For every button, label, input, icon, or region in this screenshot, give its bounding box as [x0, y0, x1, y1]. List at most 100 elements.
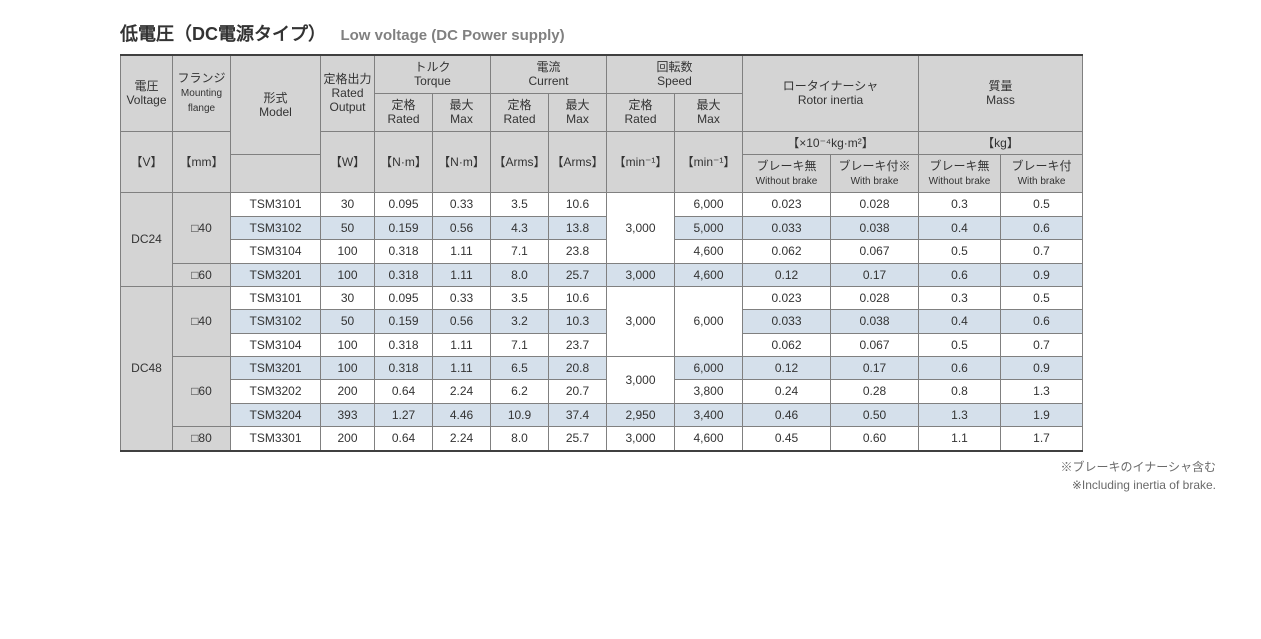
cell-speed-max: 5,000 — [675, 216, 743, 239]
cell-torque-rated: 0.318 — [375, 357, 433, 380]
cell-model: TSM3101 — [231, 286, 321, 309]
hdr-current-max: 最大Max — [549, 93, 607, 131]
cell-inertia-nobrake: 0.45 — [743, 427, 831, 451]
cell-torque-rated: 0.095 — [375, 193, 433, 216]
spec-table: 電圧Voltage フランジMounting flange 形式Model 定格… — [120, 54, 1083, 452]
cell-mass-nobrake: 1.3 — [919, 403, 1001, 426]
cell-torque-max: 4.46 — [433, 403, 491, 426]
hdr-mass-brake: ブレーキ付With brake — [1001, 154, 1083, 192]
cell-output: 393 — [321, 403, 375, 426]
footnote: ※ブレーキのイナーシャ含む ※Including inertia of brak… — [120, 458, 1216, 494]
cell-inertia-brake: 0.038 — [831, 216, 919, 239]
cell-mass-nobrake: 0.4 — [919, 310, 1001, 333]
cell-speed-max: 6,000 — [675, 286, 743, 356]
cell-inertia-brake: 0.067 — [831, 240, 919, 263]
cell-speed-rated: 3,000 — [607, 193, 675, 263]
cell-speed-rated: 3,000 — [607, 427, 675, 451]
hdr-speed-unit1: 【min⁻¹】 — [607, 131, 675, 193]
cell-output: 30 — [321, 286, 375, 309]
page-title-row: 低電圧（DC電源タイプ） Low voltage (DC Power suppl… — [120, 20, 1221, 46]
table-row: TSM3102500.1590.564.313.85,0000.0330.038… — [121, 216, 1083, 239]
cell-inertia-nobrake: 0.46 — [743, 403, 831, 426]
hdr-torque: トルクTorque — [375, 55, 491, 93]
cell-inertia-nobrake: 0.033 — [743, 310, 831, 333]
cell-current-max: 23.8 — [549, 240, 607, 263]
cell-mass-brake: 0.5 — [1001, 193, 1083, 216]
table-row: TSM3102500.1590.563.210.30.0330.0380.40.… — [121, 310, 1083, 333]
hdr-inertia-unit: 【×10⁻⁴kg·m²】 — [743, 131, 919, 154]
cell-inertia-nobrake: 0.062 — [743, 333, 831, 356]
table-row: □60TSM32011000.3181.116.520.83,0006,0000… — [121, 357, 1083, 380]
cell-mass-nobrake: 0.8 — [919, 380, 1001, 403]
cell-mass-brake: 0.9 — [1001, 263, 1083, 286]
cell-mass-brake: 0.7 — [1001, 333, 1083, 356]
cell-torque-rated: 0.64 — [375, 427, 433, 451]
cell-inertia-brake: 0.28 — [831, 380, 919, 403]
cell-mass-nobrake: 0.5 — [919, 240, 1001, 263]
cell-torque-max: 0.33 — [433, 286, 491, 309]
cell-mass-brake: 1.7 — [1001, 427, 1083, 451]
cell-torque-max: 2.24 — [433, 427, 491, 451]
cell-inertia-nobrake: 0.12 — [743, 357, 831, 380]
cell-torque-rated: 0.64 — [375, 380, 433, 403]
cell-mass-nobrake: 0.5 — [919, 333, 1001, 356]
cell-model: TSM3201 — [231, 263, 321, 286]
hdr-inertia-brake: ブレーキ付※With brake — [831, 154, 919, 192]
cell-output: 30 — [321, 193, 375, 216]
hdr-current-rated: 定格Rated — [491, 93, 549, 131]
cell-current-rated: 3.2 — [491, 310, 549, 333]
cell-mass-brake: 0.6 — [1001, 310, 1083, 333]
cell-current-rated: 10.9 — [491, 403, 549, 426]
cell-current-max: 20.8 — [549, 357, 607, 380]
hdr-current-unit2: 【Arms】 — [549, 131, 607, 193]
title-en: Low voltage (DC Power supply) — [340, 27, 564, 44]
cell-model: TSM3201 — [231, 357, 321, 380]
hdr-torque-unit2: 【N·m】 — [433, 131, 491, 193]
cell-torque-rated: 0.159 — [375, 216, 433, 239]
cell-inertia-nobrake: 0.033 — [743, 216, 831, 239]
cell-mass-brake: 0.7 — [1001, 240, 1083, 263]
cell-current-rated: 8.0 — [491, 427, 549, 451]
hdr-speed-rated: 定格Rated — [607, 93, 675, 131]
cell-model: TSM3102 — [231, 216, 321, 239]
cell-inertia-brake: 0.067 — [831, 333, 919, 356]
cell-model: TSM3102 — [231, 310, 321, 333]
hdr-mass: 質量Mass — [919, 55, 1083, 131]
footnote-jp: ※ブレーキのイナーシャ含む — [1060, 460, 1216, 474]
hdr-torque-unit1: 【N·m】 — [375, 131, 433, 193]
cell-torque-rated: 0.159 — [375, 310, 433, 333]
cell-inertia-nobrake: 0.023 — [743, 286, 831, 309]
cell-mass-nobrake: 0.3 — [919, 193, 1001, 216]
cell-current-max: 13.8 — [549, 216, 607, 239]
table-body: DC24□40TSM3101300.0950.333.510.63,0006,0… — [121, 193, 1083, 451]
cell-current-max: 10.3 — [549, 310, 607, 333]
cell-current-max: 10.6 — [549, 286, 607, 309]
hdr-torque-rated: 定格Rated — [375, 93, 433, 131]
cell-current-rated: 4.3 — [491, 216, 549, 239]
cell-speed-rated: 3,000 — [607, 357, 675, 404]
hdr-speed: 回転数Speed — [607, 55, 743, 93]
cell-model: TSM3104 — [231, 240, 321, 263]
hdr-model-blank — [231, 154, 321, 192]
cell-current-max: 37.4 — [549, 403, 607, 426]
cell-mass-nobrake: 0.3 — [919, 286, 1001, 309]
footnote-en: ※Including inertia of brake. — [1072, 478, 1216, 492]
cell-voltage: DC48 — [121, 286, 173, 450]
cell-output: 200 — [321, 380, 375, 403]
cell-current-max: 20.7 — [549, 380, 607, 403]
cell-flange: □80 — [173, 427, 231, 451]
cell-mass-nobrake: 0.6 — [919, 263, 1001, 286]
cell-speed-max: 6,000 — [675, 357, 743, 380]
table-row: TSM31041000.3181.117.123.84,6000.0620.06… — [121, 240, 1083, 263]
hdr-voltage: 電圧Voltage — [121, 55, 173, 131]
hdr-voltage-unit: 【V】 — [121, 131, 173, 193]
table-row: □80TSM33012000.642.248.025.73,0004,6000.… — [121, 427, 1083, 451]
hdr-model: 形式Model — [231, 55, 321, 154]
cell-torque-rated: 0.318 — [375, 263, 433, 286]
cell-torque-rated: 0.318 — [375, 240, 433, 263]
table-row: TSM31041000.3181.117.123.70.0620.0670.50… — [121, 333, 1083, 356]
cell-current-rated: 3.5 — [491, 193, 549, 216]
cell-output: 100 — [321, 263, 375, 286]
hdr-mass-nobrake: ブレーキ無Without brake — [919, 154, 1001, 192]
cell-torque-rated: 0.318 — [375, 333, 433, 356]
